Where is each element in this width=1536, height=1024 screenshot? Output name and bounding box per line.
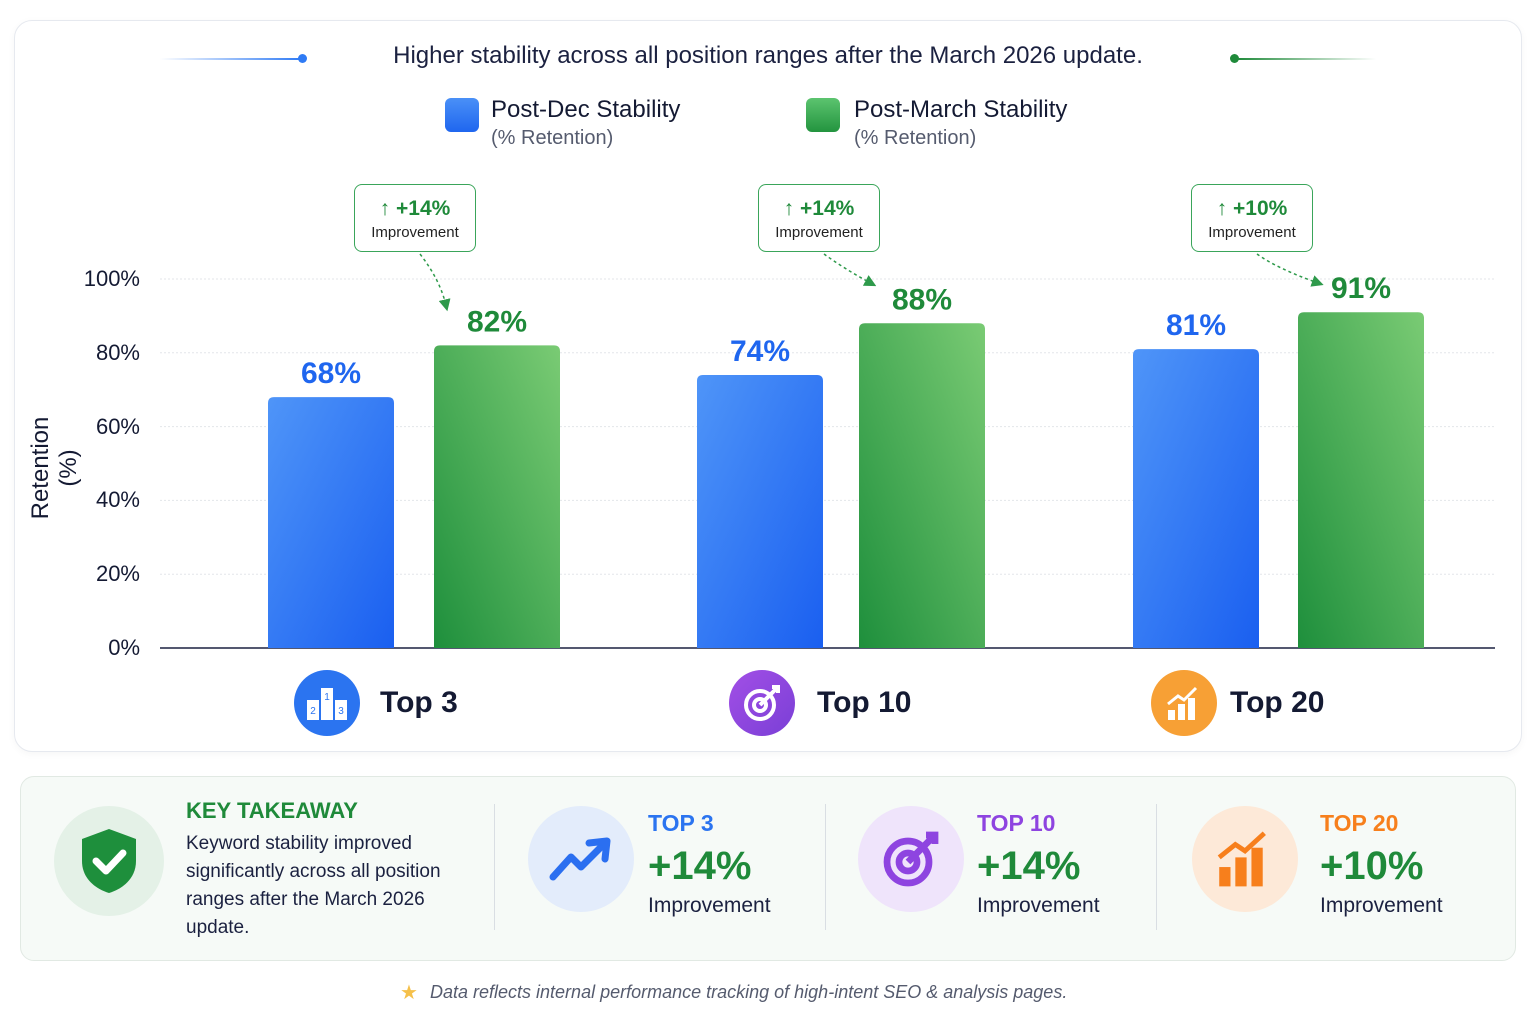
y-tick-label: 60%	[95, 413, 140, 439]
bar-post-dec-top3	[268, 397, 394, 648]
arrow-up-icon: ↑	[1216, 197, 1234, 220]
key-takeaway-body: Keyword stability improved significantly…	[186, 833, 441, 938]
divider	[825, 804, 826, 930]
legend-sub-post-dec: (% Retention)	[491, 127, 614, 149]
subtitle-line-left	[160, 58, 302, 60]
arrow-up-icon: ↑	[783, 197, 801, 220]
subtitle-dot-left	[298, 54, 307, 63]
bar-post-dec-top10	[697, 374, 823, 648]
legend-sub-post-march: (% Retention)	[854, 127, 977, 149]
legend-swatch-post-dec	[445, 98, 479, 132]
key-takeaway-title: KEY TAKEAWAY	[186, 798, 358, 823]
callout-label: Improvement	[1208, 224, 1296, 241]
data-label: 68%	[301, 357, 361, 390]
category-label-top20: Top 20	[1230, 686, 1325, 719]
legend-label-post-march: Post-March Stability	[854, 96, 1068, 123]
stat-top10-title: TOP 10	[977, 810, 1056, 836]
callout-value: ↑ +14%	[783, 197, 855, 220]
bar-chart: 68% 82% 74% 88% 81% 91%	[160, 253, 1495, 649]
target-icon	[729, 670, 795, 736]
callout-arrow	[419, 253, 451, 312]
growth-chart-icon	[1192, 806, 1298, 912]
y-tick-label: 40%	[95, 487, 140, 513]
callout-label: Improvement	[371, 224, 459, 241]
stat-top20-label: Improvement	[1320, 894, 1443, 917]
bar-post-march-top20	[1298, 312, 1424, 648]
bar-post-dec-top20	[1133, 349, 1259, 648]
growth-chart-icon	[1151, 670, 1217, 736]
stat-top3-value: +14%	[648, 844, 752, 888]
y-tick-label: 100%	[83, 266, 140, 291]
arrow-up-icon: ↑	[379, 197, 397, 220]
improvement-callout: ↑ +14% Improvement	[758, 184, 880, 252]
bar-post-march-top3	[434, 345, 560, 648]
callout-value: ↑ +10%	[1216, 197, 1288, 220]
stat-top20-title: TOP 20	[1320, 810, 1399, 836]
svg-text:2: 2	[310, 706, 316, 717]
shield-check-icon	[54, 806, 164, 916]
subtitle-line-right	[1236, 58, 1376, 60]
data-label: 74%	[730, 335, 790, 368]
y-tick-label: 20%	[95, 561, 140, 587]
svg-text:1: 1	[324, 692, 330, 703]
data-label: 88%	[892, 283, 952, 316]
divider	[1156, 804, 1157, 930]
data-label: 81%	[1166, 309, 1226, 342]
legend-swatch-post-march	[806, 98, 840, 132]
legend-label-post-dec: Post-Dec Stability	[491, 96, 681, 123]
star-icon: ★	[400, 982, 418, 1004]
data-label: 82%	[467, 305, 527, 338]
callout-arrow	[1256, 253, 1324, 287]
improvement-callout: ↑ +10% Improvement	[1191, 184, 1313, 252]
stat-top10-label: Improvement	[977, 894, 1100, 917]
stat-top3-label: Improvement	[648, 894, 771, 917]
callout-arrow	[823, 253, 877, 287]
chart-subtitle: Higher stability across all position ran…	[393, 42, 1143, 69]
svg-text:3: 3	[338, 706, 344, 717]
bar-post-march-top10	[859, 323, 985, 648]
category-label-top3: Top 3	[380, 686, 458, 719]
stat-top3-title: TOP 3	[648, 810, 714, 836]
callout-value: ↑ +14%	[379, 197, 451, 220]
improvement-callout: ↑ +14% Improvement	[354, 184, 476, 252]
divider	[494, 804, 495, 930]
stat-top10-value: +14%	[977, 844, 1081, 888]
stat-top20-value: +10%	[1320, 844, 1424, 888]
data-label: 91%	[1331, 272, 1391, 305]
target-icon	[858, 806, 964, 912]
callout-label: Improvement	[775, 224, 863, 241]
subtitle-dot-right	[1230, 54, 1239, 63]
y-tick-label: 0%	[108, 635, 140, 660]
footnote: Data reflects internal performance track…	[430, 982, 1068, 1002]
trend-up-icon	[528, 806, 634, 912]
category-label-top10: Top 10	[817, 686, 912, 719]
y-tick-label: 80%	[95, 339, 140, 365]
